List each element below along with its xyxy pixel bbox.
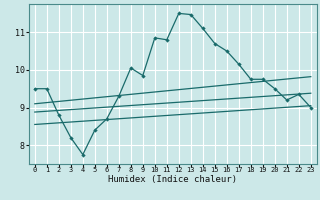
X-axis label: Humidex (Indice chaleur): Humidex (Indice chaleur)	[108, 175, 237, 184]
